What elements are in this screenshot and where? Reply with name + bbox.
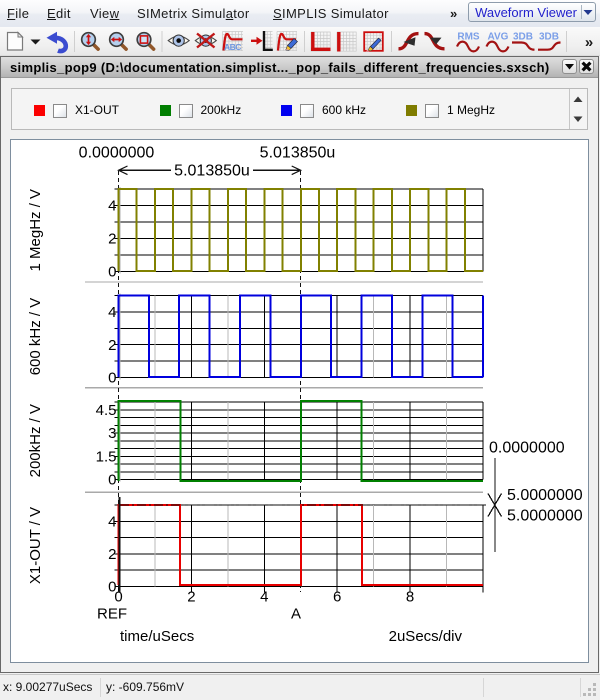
svg-text:5.0000000: 5.0000000	[507, 508, 583, 525]
svg-text:4: 4	[108, 304, 116, 321]
svg-text:3DB: 3DB	[513, 32, 533, 43]
svg-text:1.5: 1.5	[96, 448, 117, 465]
svg-text:0: 0	[108, 472, 116, 489]
svg-text:5.013850u: 5.013850u	[174, 163, 250, 180]
svg-text:3: 3	[108, 425, 116, 442]
svg-text:5.0000000: 5.0000000	[507, 487, 583, 504]
svg-text:5.013850u: 5.013850u	[260, 145, 336, 162]
svg-text:2: 2	[108, 546, 116, 563]
svg-text:4: 4	[108, 198, 116, 215]
svg-text:ABC: ABC	[224, 42, 241, 52]
svg-text:0: 0	[114, 589, 122, 606]
svg-text:4: 4	[108, 514, 116, 531]
svg-text:6: 6	[333, 589, 341, 606]
svg-text:8: 8	[406, 589, 414, 606]
svg-text:RMS: RMS	[457, 32, 480, 43]
svg-text:0.0000000: 0.0000000	[489, 439, 565, 456]
svg-text:AVG: AVG	[488, 32, 509, 43]
svg-text:0: 0	[108, 370, 116, 387]
svg-text:A: A	[291, 606, 301, 623]
svg-text:4.5: 4.5	[96, 402, 117, 419]
svg-text:3DB: 3DB	[539, 32, 559, 43]
svg-text:0.0000000: 0.0000000	[79, 145, 155, 162]
svg-text:2: 2	[187, 589, 195, 606]
svg-text:0: 0	[108, 264, 116, 281]
svg-text:2uSecs/div: 2uSecs/div	[389, 628, 463, 645]
svg-text:time/uSecs: time/uSecs	[120, 628, 194, 645]
svg-text:1 MegHz / V: 1 MegHz / V	[27, 189, 44, 272]
svg-text:2: 2	[108, 231, 116, 248]
svg-text:600 kHz / V: 600 kHz / V	[27, 298, 44, 376]
svg-text:REF: REF	[97, 606, 127, 623]
svg-text:200kHz / V: 200kHz / V	[27, 404, 44, 477]
svg-text:2: 2	[108, 337, 116, 354]
svg-text:»: »	[585, 34, 593, 51]
svg-text:X1-OUT / V: X1-OUT / V	[27, 507, 44, 584]
svg-text:4: 4	[260, 589, 268, 606]
svg-text:0: 0	[108, 579, 116, 596]
